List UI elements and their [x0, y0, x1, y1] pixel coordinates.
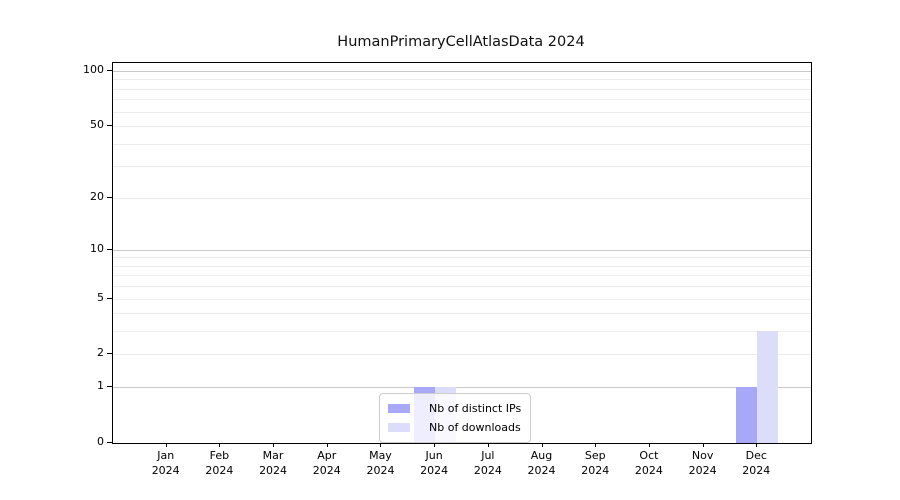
x-tick-label-jun: Jun 2024: [420, 449, 449, 477]
gridline-y-20: [113, 197, 811, 199]
x-tick-mark-feb: [219, 443, 221, 447]
legend-label-downloads: Nb of downloads: [429, 421, 521, 434]
x-tick-mark-sep: [595, 443, 597, 447]
bar-dec-downloads: [757, 331, 779, 443]
gridline-y-30: [113, 166, 811, 168]
x-tick-label-nov: Nov 2024: [688, 449, 717, 477]
gridline-y-50: [113, 125, 811, 127]
x-tick-label-jul: Jul 2024: [473, 449, 502, 477]
gridline-y-80: [113, 88, 811, 90]
gridline-y-3: [113, 331, 811, 333]
y-tick-mark-10: [107, 248, 112, 250]
y-tick-label-20: 20: [90, 189, 104, 203]
x-tick-label-jan: Jan 2024: [151, 449, 180, 477]
legend-swatch-distinct-ips: [388, 404, 410, 413]
gridline-y-70: [113, 99, 811, 101]
x-tick-label-dec: Dec 2024: [742, 449, 771, 477]
x-tick-label-mar: Mar 2024: [259, 449, 288, 477]
legend-item-downloads: Nb of downloads: [388, 418, 521, 437]
gridline-y-40: [113, 143, 811, 145]
x-tick-mark-aug: [541, 443, 543, 447]
y-tick-mark-0: [107, 442, 112, 443]
x-tick-mark-may: [380, 443, 382, 447]
y-tick-label-5: 5: [97, 290, 104, 304]
gridline-y-10: [113, 249, 811, 251]
gridline-y-100: [113, 70, 811, 72]
legend-swatch-downloads: [388, 423, 410, 432]
gridline-y-2: [113, 354, 811, 356]
x-tick-label-may: May 2024: [366, 449, 395, 477]
legend: Nb of distinct IPs Nb of downloads: [379, 393, 532, 443]
gridline-y-60: [113, 111, 811, 113]
y-tick-mark-20: [107, 196, 112, 198]
x-tick-mark-jun: [434, 443, 436, 447]
gridlines-layer: [113, 63, 811, 443]
y-tick-label-2: 2: [97, 346, 104, 360]
gridline-y-6: [113, 286, 811, 288]
gridline-y-1: [113, 387, 811, 389]
legend-item-distinct-ips: Nb of distinct IPs: [388, 399, 521, 418]
gridline-y-9: [113, 257, 811, 259]
gridline-y-90: [113, 79, 811, 81]
gridline-y-4: [113, 313, 811, 315]
x-tick-label-feb: Feb 2024: [205, 449, 234, 477]
y-tick-mark-2: [107, 353, 112, 355]
x-tick-label-apr: Apr 2024: [312, 449, 341, 477]
gridline-y-5: [113, 298, 811, 300]
x-tick-mark-dec: [756, 443, 758, 447]
bar-dec-distinct-ips: [736, 387, 758, 443]
y-tick-mark-1: [107, 386, 112, 388]
y-tick-mark-50: [107, 124, 112, 126]
gridline-y-7: [113, 275, 811, 277]
y-tick-mark-5: [107, 297, 112, 299]
legend-label-distinct-ips: Nb of distinct IPs: [429, 402, 522, 415]
x-tick-mark-jul: [487, 443, 489, 447]
y-tick-label-0: 0: [97, 435, 104, 448]
x-tick-mark-apr: [326, 443, 328, 447]
chart-title: HumanPrimaryCellAtlasData 2024: [337, 34, 585, 50]
x-tick-mark-oct: [648, 443, 650, 447]
y-tick-mark-100: [107, 69, 112, 71]
x-tick-label-oct: Oct 2024: [634, 449, 663, 477]
y-tick-label-10: 10: [90, 241, 104, 255]
x-tick-mark-nov: [702, 443, 704, 447]
x-tick-label-aug: Aug 2024: [527, 449, 556, 477]
plot-area: Nb of distinct IPs Nb of downloads: [112, 62, 812, 444]
x-tick-mark-jan: [165, 443, 167, 447]
x-tick-mark-mar: [273, 443, 275, 447]
x-tick-label-sep: Sep 2024: [581, 449, 610, 477]
bars-layer: [113, 63, 811, 443]
gridline-y-8: [113, 265, 811, 267]
y-tick-label-1: 1: [97, 379, 104, 393]
y-tick-label-100: 100: [83, 62, 104, 76]
y-tick-label-50: 50: [90, 117, 104, 131]
